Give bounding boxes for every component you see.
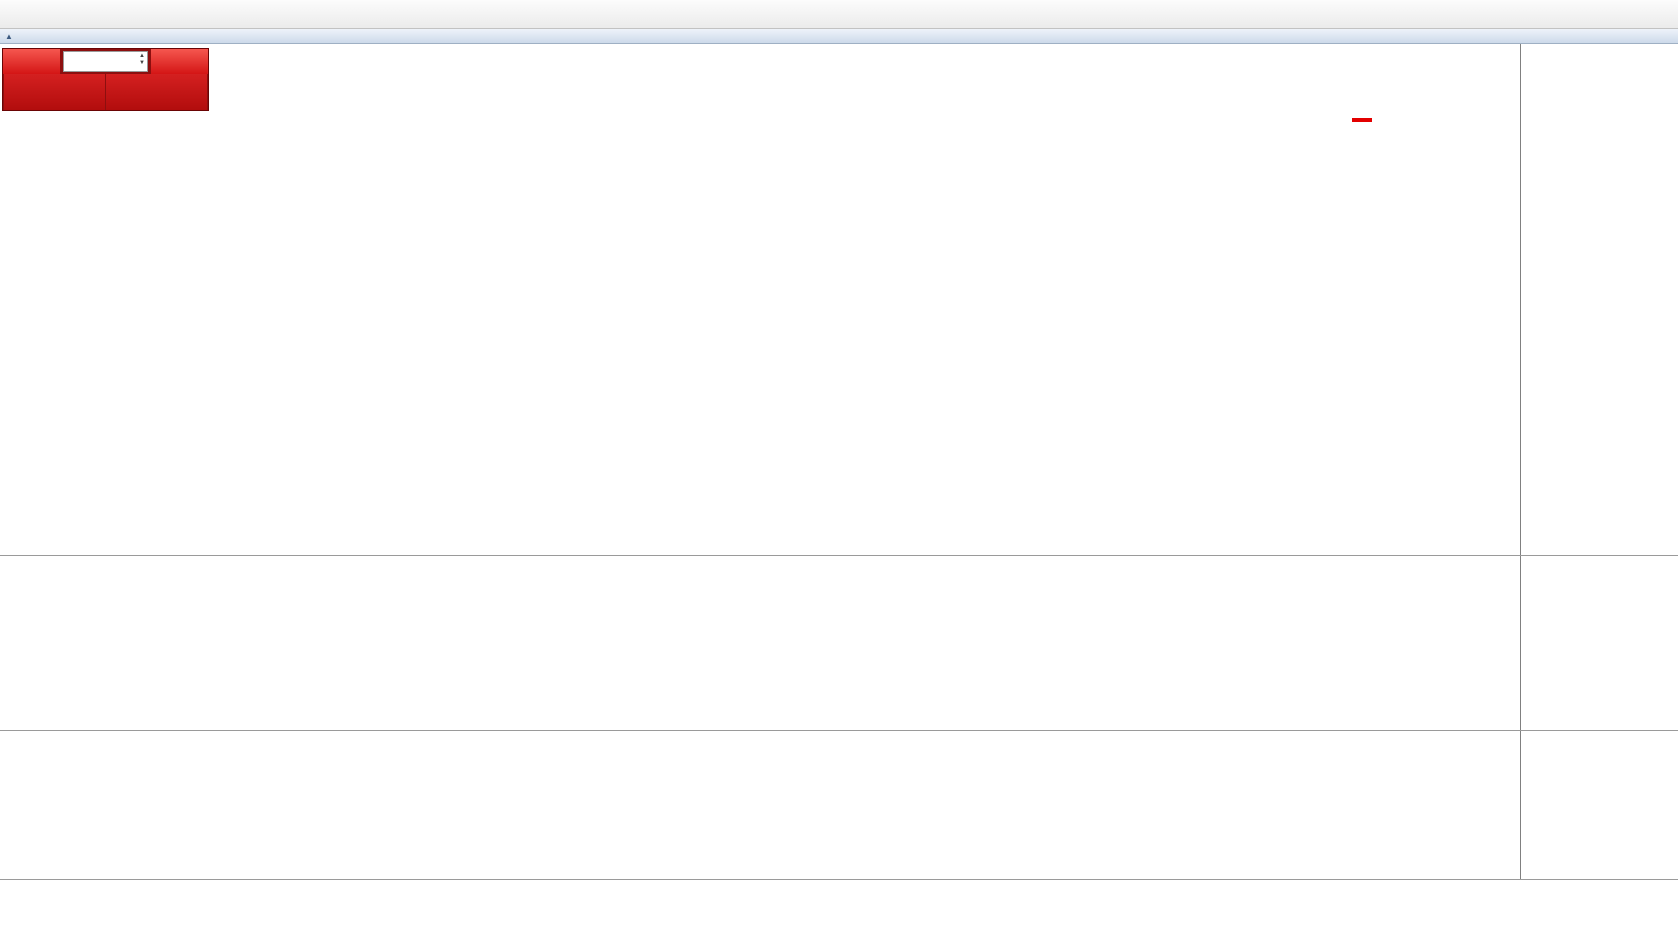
- sell-price-display[interactable]: [4, 74, 105, 110]
- main-chart-plot: ▲ ▼: [0, 44, 1521, 555]
- one-click-trading-panel: ▲ ▼: [2, 48, 209, 111]
- price-callout-label: [1352, 118, 1372, 122]
- rsi-plot: [0, 731, 1521, 879]
- spinner-down-icon[interactable]: ▼: [139, 60, 145, 67]
- buy-button[interactable]: [151, 49, 208, 74]
- macd-label: [5, 558, 17, 570]
- macd-canvas[interactable]: [0, 556, 1520, 730]
- price-axis: [1521, 44, 1678, 555]
- buy-price-display[interactable]: [106, 74, 207, 110]
- sell-button[interactable]: [3, 49, 60, 74]
- macd-axis: [1521, 556, 1678, 730]
- rsi-label: [5, 733, 13, 745]
- macd-plot: [0, 556, 1521, 730]
- spinner-up-icon[interactable]: ▲: [139, 53, 145, 59]
- rsi-canvas[interactable]: [0, 731, 1520, 879]
- main-toolbar: [0, 0, 1678, 29]
- chart-window-icon: ▲: [5, 31, 13, 41]
- price-chart-canvas[interactable]: [0, 44, 1520, 555]
- rsi-axis: [1521, 731, 1678, 879]
- chart-title-bar: ▲: [0, 29, 1678, 44]
- macd-panel-row: [0, 555, 1678, 730]
- volume-input[interactable]: ▲ ▼: [63, 51, 148, 72]
- rsi-panel-row: [0, 730, 1678, 879]
- volume-spinner[interactable]: ▲ ▼: [139, 53, 145, 67]
- time-axis: [0, 879, 1678, 898]
- main-chart-row: ▲ ▼: [0, 44, 1678, 555]
